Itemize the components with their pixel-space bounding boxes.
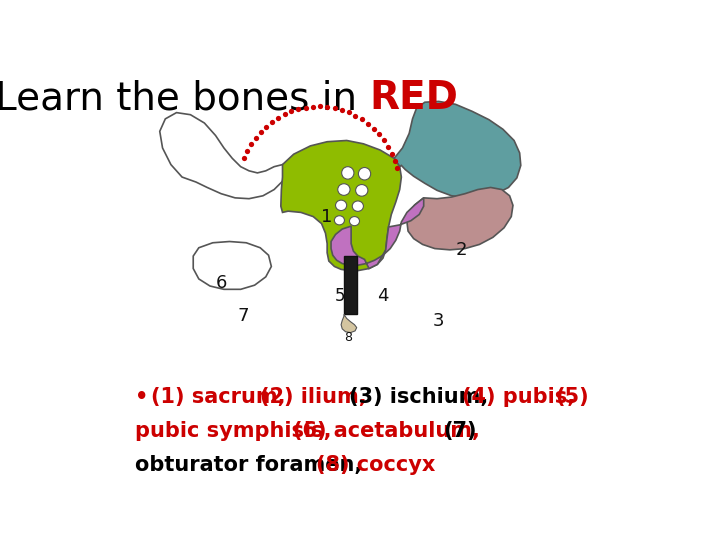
Text: 4: 4 — [377, 287, 389, 305]
Text: •: • — [135, 387, 156, 407]
Text: (6) acetabulum,: (6) acetabulum, — [292, 421, 487, 441]
Ellipse shape — [336, 200, 347, 211]
Ellipse shape — [359, 167, 371, 180]
Text: 8: 8 — [344, 330, 352, 343]
Text: 3: 3 — [433, 312, 444, 329]
Text: 5: 5 — [335, 287, 345, 305]
Text: (4) pubis,: (4) pubis, — [462, 387, 582, 407]
Text: (1) sacrum,: (1) sacrum, — [150, 387, 292, 407]
Text: (8) coccyx: (8) coccyx — [316, 455, 436, 475]
Ellipse shape — [356, 185, 368, 196]
Text: (2) ilium,: (2) ilium, — [261, 387, 374, 407]
Text: pubic symphisis,: pubic symphisis, — [135, 421, 338, 441]
Polygon shape — [394, 102, 521, 198]
Text: (3) ischium,: (3) ischium, — [348, 387, 495, 407]
Polygon shape — [331, 198, 423, 268]
Polygon shape — [341, 314, 356, 333]
Text: 2: 2 — [455, 241, 467, 259]
Ellipse shape — [338, 184, 350, 195]
Text: RED: RED — [369, 79, 458, 117]
Bar — [344, 256, 356, 314]
Ellipse shape — [349, 217, 359, 226]
Polygon shape — [193, 241, 271, 289]
Text: obturator foramen,: obturator foramen, — [135, 455, 369, 475]
Polygon shape — [160, 113, 285, 199]
Polygon shape — [407, 187, 513, 250]
Text: 7: 7 — [238, 307, 249, 326]
Polygon shape — [281, 140, 401, 271]
Text: 6: 6 — [215, 274, 227, 292]
Text: 1: 1 — [321, 207, 333, 226]
Text: (7): (7) — [443, 421, 477, 441]
Ellipse shape — [342, 167, 354, 179]
Text: Learn the bones in: Learn the bones in — [0, 79, 369, 117]
Ellipse shape — [352, 201, 364, 211]
Ellipse shape — [334, 216, 344, 225]
Text: (5): (5) — [556, 387, 589, 407]
